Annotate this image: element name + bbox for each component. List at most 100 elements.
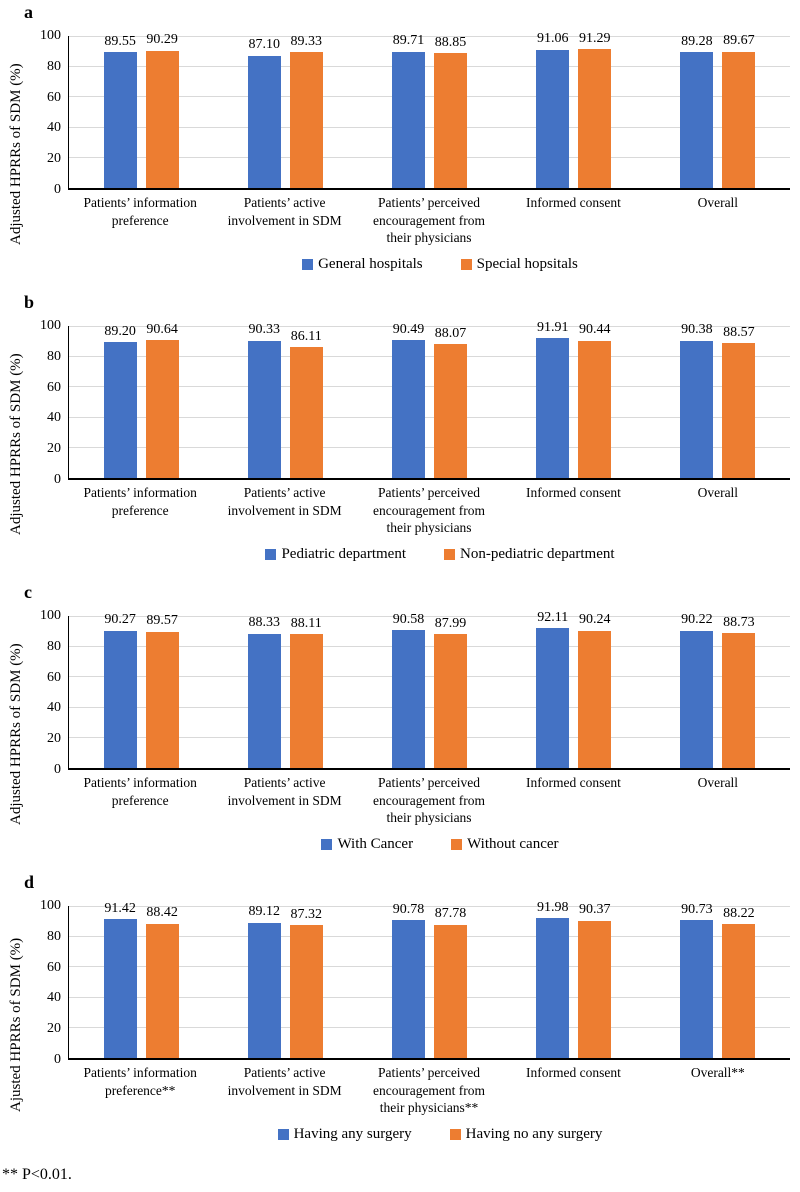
plot-area: 91.42 88.42 89.12 87.32 90.78 87.78 91.98 90.37… xyxy=(68,900,790,1060)
x-category-label: Patients’ information preference xyxy=(83,775,197,808)
bars-layer: 90.27 89.57 88.33 88.11 90.58 87.99 92.11 90.24… xyxy=(69,610,790,768)
bar-value-label: 87.78 xyxy=(434,906,467,922)
bar-value-label: 87.99 xyxy=(434,615,467,631)
bar-group: 91.98 90.37 xyxy=(502,900,646,1058)
bar-group: 92.11 90.24 xyxy=(502,610,646,768)
bar-series2: 88.73 xyxy=(722,615,756,768)
bars-layer: 91.42 88.42 89.12 87.32 90.78 87.78 91.98 90.37… xyxy=(69,900,790,1058)
bar-series2: 88.11 xyxy=(289,616,323,768)
x-category-label: Overall xyxy=(697,775,739,790)
chart-d: Ajusted HPRRs of SDM (%) 0 20 40 60 80 100 91… xyxy=(0,899,790,1143)
bar-series1: 90.22 xyxy=(680,612,714,768)
panel-b: b Adjusted HPRRs of SDM (%) 0 20 40 60 80 100… xyxy=(0,290,800,580)
bar-series1: 91.42 xyxy=(103,901,137,1058)
bar-series2: 89.67 xyxy=(722,33,756,188)
bar-series1: 87.10 xyxy=(247,37,281,188)
chart-a: Adjusted HPRRs of SDM (%) 0 20 40 60 80 100 8… xyxy=(0,29,790,273)
bar-group: 90.27 89.57 xyxy=(69,612,213,768)
plot-row: 0 20 40 60 80 100 91.42 88.42 89.12 87.32 90.78 87… xyxy=(30,899,790,1067)
x-category-label: Patients’ active involvement in SDM xyxy=(227,775,342,808)
gridline xyxy=(69,325,790,327)
bar-value-label: 90.33 xyxy=(248,322,281,338)
legend-swatch-orange xyxy=(460,259,472,270)
bar-series2: 91.29 xyxy=(578,31,612,188)
y-tick-label: 0 xyxy=(54,182,61,197)
bar-value-label: 90.29 xyxy=(146,32,178,48)
panel-d: d Ajusted HPRRs of SDM (%) 0 20 40 60 80 100 … xyxy=(0,870,800,1160)
bar-series2: 87.99 xyxy=(434,616,467,768)
bar-value-label: 90.73 xyxy=(681,901,713,917)
bar-series1: 90.78 xyxy=(392,902,425,1058)
bar-group: 91.42 88.42 xyxy=(69,901,213,1058)
bar-group: 91.06 91.29 xyxy=(502,31,646,188)
y-tick-label: 20 xyxy=(47,1021,61,1037)
gridline xyxy=(69,935,790,937)
bar-series2: 89.33 xyxy=(289,34,323,188)
plot-row: 0 20 40 60 80 100 89.20 90.64 90.33 86.11 90.49 88… xyxy=(30,319,790,487)
x-category-label: Patients’ information preference** xyxy=(83,1065,197,1098)
bar-series2: 87.32 xyxy=(289,907,323,1058)
gridline xyxy=(69,615,790,617)
bar-series2: 88.85 xyxy=(434,35,467,188)
legend-swatch-orange xyxy=(449,1129,461,1140)
bar-series2: 88.07 xyxy=(434,326,467,478)
y-axis-ticks: 0 20 40 60 80 100 xyxy=(30,609,68,777)
bar-series2: 89.57 xyxy=(145,613,179,768)
bar-series1: 91.91 xyxy=(536,320,570,478)
legend-label: Having no any surgery xyxy=(465,1126,603,1142)
bar-value-label: 90.24 xyxy=(578,612,611,628)
legend-swatch-orange xyxy=(451,839,463,850)
gridline xyxy=(69,447,790,449)
bar-value-label: 89.12 xyxy=(248,904,281,920)
bar-series1: 89.28 xyxy=(680,34,714,188)
plot-row: 0 20 40 60 80 100 89.55 90.29 87.10 89.33 89.71 88… xyxy=(30,29,790,197)
y-axis-title: Adjusted HPRRs of SDM (%) xyxy=(8,63,24,246)
legend-item-series2: Special hopsitals xyxy=(460,256,578,273)
bar-value-label: 88.42 xyxy=(146,905,178,921)
gridline xyxy=(69,966,790,968)
legend-item-series1: Having any surgery xyxy=(277,1126,412,1143)
y-tick-label: 100 xyxy=(40,318,61,333)
y-tick-label: 100 xyxy=(40,898,61,913)
x-axis-labels: Patients’ information preference** Patien… xyxy=(68,1064,790,1118)
bar-value-label: 91.42 xyxy=(104,900,136,916)
y-tick-label: 100 xyxy=(40,608,61,623)
bar-value-label: 91.29 xyxy=(578,30,611,46)
bar-group: 90.22 88.73 xyxy=(646,612,790,768)
y-axis-ticks: 0 20 40 60 80 100 xyxy=(30,899,68,1067)
bars-layer: 89.55 90.29 87.10 89.33 89.71 88.85 91.06 91.29… xyxy=(69,31,790,188)
x-category-label: Patients’ perceived encouragement from t… xyxy=(372,775,486,826)
bar-series1: 89.55 xyxy=(103,34,137,188)
y-axis-title: Adjusted HPRRs of SDM (%) xyxy=(8,643,24,826)
y-axis-title: Adjusted HPRRs of SDM (%) xyxy=(8,353,24,536)
bar-series1: 90.33 xyxy=(247,322,281,478)
y-tick-label: 40 xyxy=(47,700,61,716)
bar-group: 90.33 86.11 xyxy=(213,322,357,478)
bar-value-label: 90.44 xyxy=(578,322,611,338)
bar-value-label: 89.33 xyxy=(290,33,323,49)
bar-group: 90.38 88.57 xyxy=(646,322,790,478)
bar-value-label: 90.78 xyxy=(392,901,425,917)
legend-swatch-blue xyxy=(321,839,333,850)
chart-body: 0 20 40 60 80 100 91.42 88.42 89.12 87.32 90.78 87… xyxy=(30,899,790,1143)
x-category-label: Informed consent xyxy=(526,195,621,210)
legend-item-series2: Without cancer xyxy=(451,836,559,853)
panel-letter-b: b xyxy=(24,292,35,312)
legend-label: Pediatric department xyxy=(281,546,406,562)
x-category-label: Patients’ information preference xyxy=(83,485,197,518)
y-tick-label: 60 xyxy=(47,959,61,975)
bar-series2: 87.78 xyxy=(434,906,467,1058)
y-axis-ticks: 0 20 40 60 80 100 xyxy=(30,29,68,197)
legend: Pediatric department Non-pediatric depar… xyxy=(30,546,790,563)
y-tick-label: 40 xyxy=(47,990,61,1006)
legend: With Cancer Without cancer xyxy=(30,836,790,853)
bar-value-label: 88.07 xyxy=(434,325,467,341)
y-tick-label: 60 xyxy=(47,669,61,685)
bar-series1: 88.33 xyxy=(247,615,281,768)
bars-layer: 89.20 90.64 90.33 86.11 90.49 88.07 91.91 90.44… xyxy=(69,320,790,478)
bar-value-label: 91.06 xyxy=(536,31,569,47)
y-tick-label: 20 xyxy=(47,151,61,167)
x-category-label: Patients’ perceived encouragement from t… xyxy=(372,1065,486,1116)
bar-series1: 89.71 xyxy=(392,33,425,188)
x-axis-labels: Patients’ information preference Patients… xyxy=(68,774,790,828)
